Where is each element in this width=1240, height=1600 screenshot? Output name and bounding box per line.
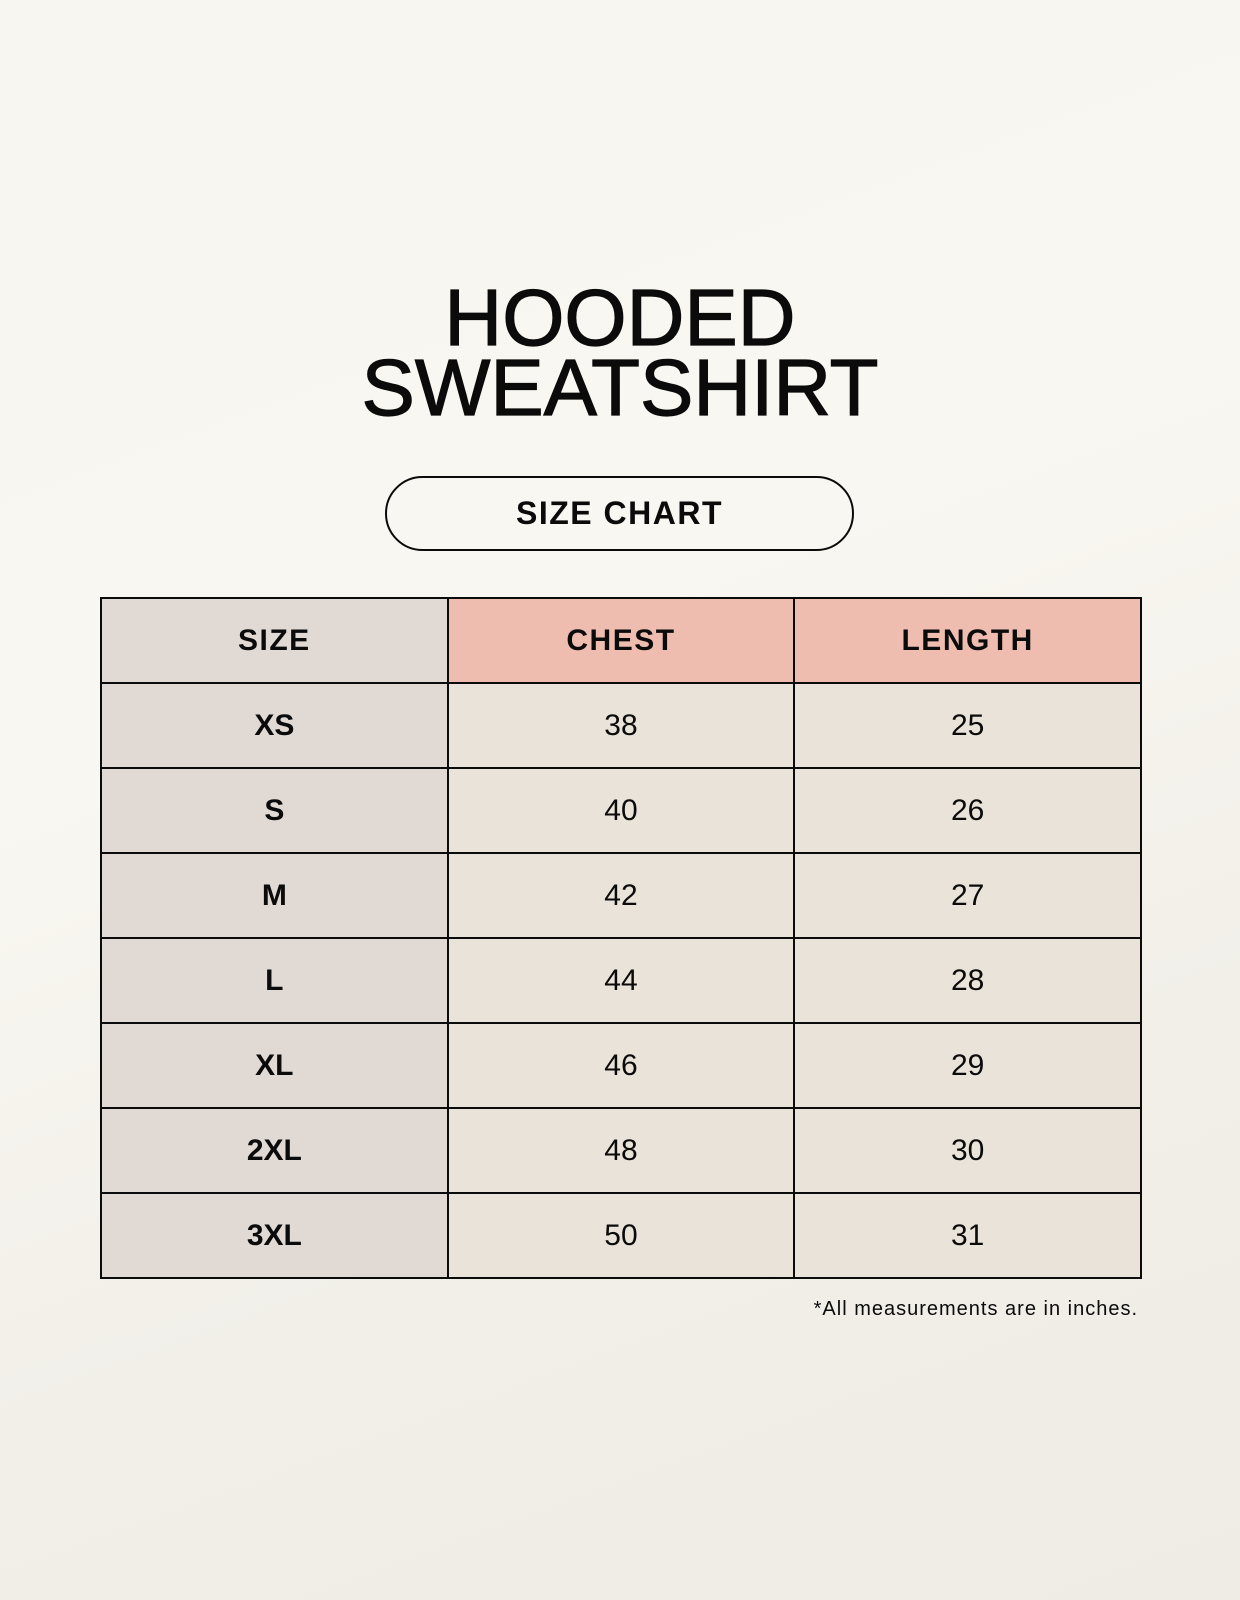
chest-cell: 50 (446, 1192, 796, 1279)
length-cell: 30 (793, 1107, 1142, 1194)
length-cell: 25 (793, 682, 1142, 769)
chest-cell: 46 (446, 1022, 796, 1109)
size-cell: XS (100, 682, 449, 769)
length-cell: 31 (793, 1192, 1142, 1279)
title-line-2: SWEATSHIRT (361, 343, 879, 432)
table-row: L 44 28 (100, 937, 1142, 1024)
chest-cell: 42 (446, 852, 796, 939)
table-row: XS 38 25 (100, 682, 1142, 769)
size-cell: 3XL (100, 1192, 449, 1279)
size-cell: 2XL (100, 1107, 449, 1194)
size-cell: M (100, 852, 449, 939)
table-row: S 40 26 (100, 767, 1142, 854)
chest-cell: 44 (446, 937, 796, 1024)
size-cell: S (100, 767, 449, 854)
table-row: M 42 27 (100, 852, 1142, 939)
title-line-1: HOODED (444, 273, 796, 362)
size-cell: L (100, 937, 449, 1024)
page-title: HOODED SWEATSHIRT (0, 273, 1240, 432)
chest-cell: 40 (446, 767, 796, 854)
length-cell: 26 (793, 767, 1142, 854)
table-row: 2XL 48 30 (100, 1107, 1142, 1194)
length-cell: 28 (793, 937, 1142, 1024)
table-header-row: SIZE CHEST LENGTH (100, 597, 1142, 684)
header-chest: CHEST (446, 597, 796, 684)
header-size: SIZE (100, 597, 449, 684)
chest-cell: 48 (446, 1107, 796, 1194)
chest-cell: 38 (446, 682, 796, 769)
table-row: 3XL 50 31 (100, 1192, 1142, 1279)
footnote: *All measurements are in inches. (813, 1298, 1138, 1320)
length-cell: 27 (793, 852, 1142, 939)
size-cell: XL (100, 1022, 449, 1109)
size-chart-label: SIZE CHART (385, 476, 854, 551)
header-length: LENGTH (793, 597, 1142, 684)
length-cell: 29 (793, 1022, 1142, 1109)
size-table: SIZE CHEST LENGTH XS 38 25 S 40 26 M 42 27 L 44 28 X… (100, 597, 1142, 1279)
table-row: XL 46 29 (100, 1022, 1142, 1109)
